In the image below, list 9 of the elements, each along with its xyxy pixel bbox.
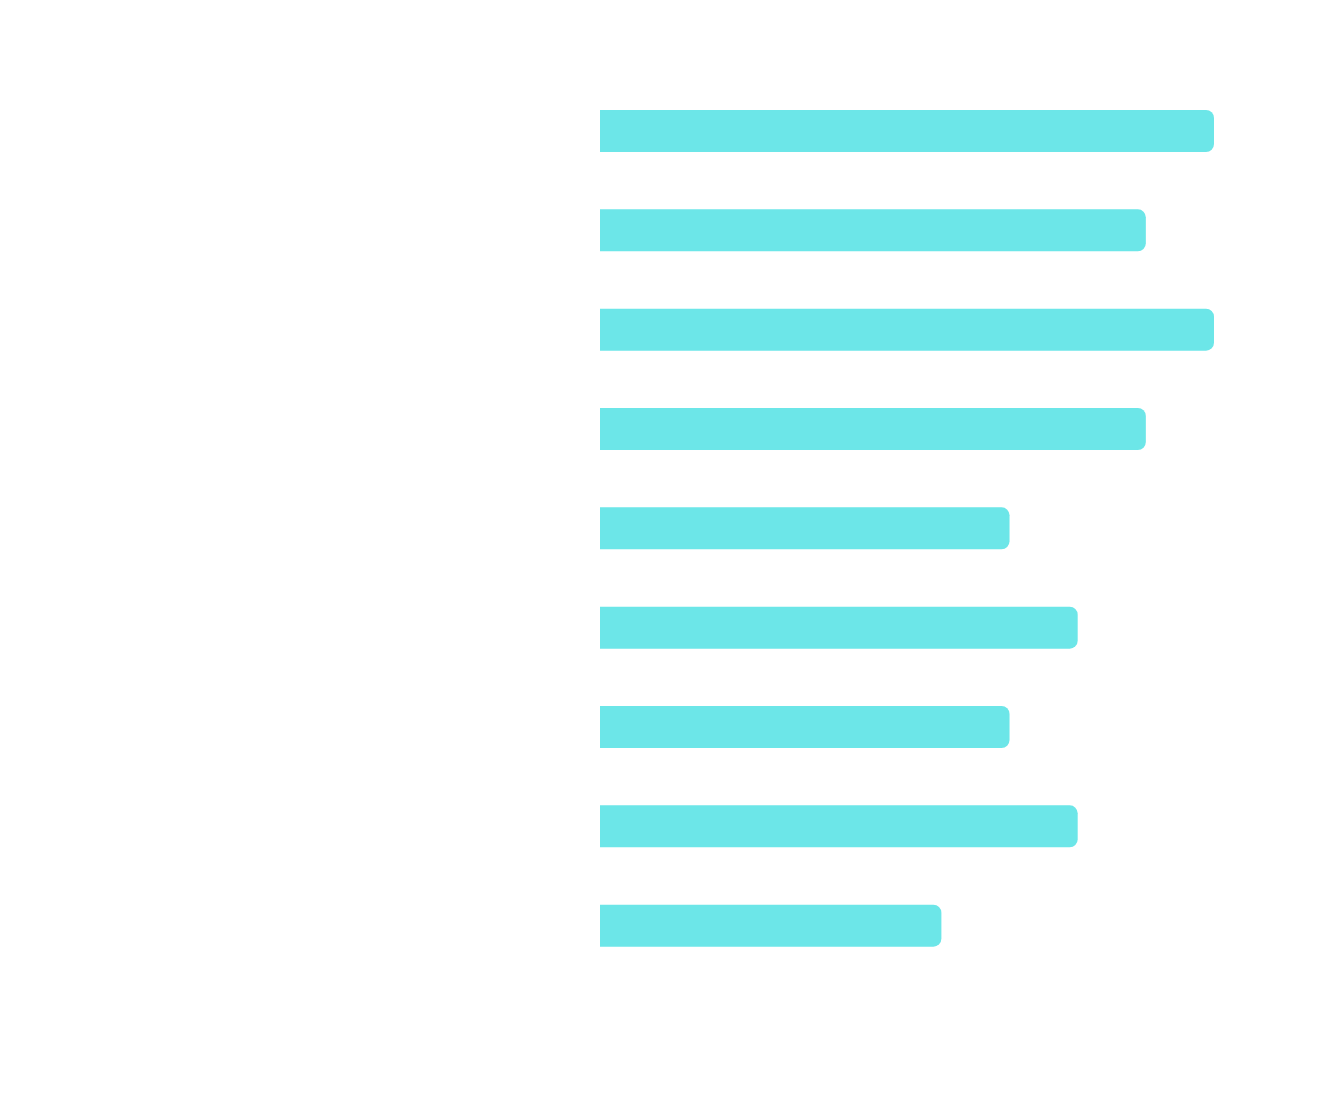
bar: [600, 805, 1078, 848]
bar: [600, 904, 942, 947]
bar: [600, 706, 1010, 748]
bar: [600, 507, 1010, 550]
bar: [600, 408, 1146, 450]
bar: [600, 209, 1146, 252]
bar: [600, 606, 1078, 649]
bar: [600, 308, 1214, 351]
bar: [600, 110, 1214, 152]
